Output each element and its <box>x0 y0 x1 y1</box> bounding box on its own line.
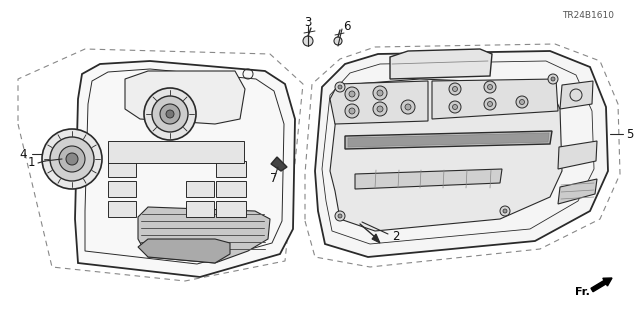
Circle shape <box>152 96 188 132</box>
Circle shape <box>405 104 411 110</box>
Polygon shape <box>108 181 136 197</box>
Text: 6: 6 <box>343 19 351 33</box>
Text: 4: 4 <box>19 147 27 160</box>
Polygon shape <box>216 181 246 197</box>
Circle shape <box>338 85 342 89</box>
Circle shape <box>488 85 493 90</box>
Text: TR24B1610: TR24B1610 <box>562 11 614 19</box>
Polygon shape <box>186 181 214 197</box>
Polygon shape <box>271 157 287 171</box>
Polygon shape <box>18 49 303 281</box>
Text: 3: 3 <box>304 16 312 28</box>
Polygon shape <box>330 81 428 124</box>
Polygon shape <box>372 234 380 243</box>
Polygon shape <box>345 131 552 149</box>
Polygon shape <box>125 71 245 124</box>
Circle shape <box>338 214 342 218</box>
Polygon shape <box>432 79 558 119</box>
Circle shape <box>166 110 174 118</box>
Circle shape <box>548 74 558 84</box>
Circle shape <box>349 91 355 97</box>
Circle shape <box>373 86 387 100</box>
Polygon shape <box>138 207 270 263</box>
Polygon shape <box>355 169 502 189</box>
Circle shape <box>335 82 345 92</box>
Circle shape <box>484 98 496 110</box>
Text: Fr.: Fr. <box>575 287 590 297</box>
Polygon shape <box>330 79 562 231</box>
Circle shape <box>160 104 180 124</box>
Circle shape <box>50 137 94 181</box>
Circle shape <box>377 90 383 96</box>
Circle shape <box>303 36 313 46</box>
Polygon shape <box>558 141 597 169</box>
Circle shape <box>377 106 383 112</box>
FancyArrow shape <box>591 278 612 292</box>
Polygon shape <box>186 201 214 217</box>
Circle shape <box>503 209 507 213</box>
Circle shape <box>59 146 85 172</box>
Text: 7: 7 <box>270 173 278 186</box>
Circle shape <box>401 100 415 114</box>
Circle shape <box>334 37 342 45</box>
Polygon shape <box>348 133 549 147</box>
Circle shape <box>484 81 496 93</box>
Polygon shape <box>560 81 593 109</box>
Circle shape <box>449 101 461 113</box>
Circle shape <box>488 101 493 107</box>
Circle shape <box>345 87 359 101</box>
Polygon shape <box>390 49 492 79</box>
Circle shape <box>516 96 528 108</box>
Polygon shape <box>558 179 597 204</box>
Circle shape <box>335 211 345 221</box>
Text: 1: 1 <box>28 157 35 169</box>
Polygon shape <box>305 44 620 267</box>
Polygon shape <box>108 141 244 163</box>
Polygon shape <box>315 51 608 257</box>
Polygon shape <box>216 201 246 217</box>
Circle shape <box>144 88 196 140</box>
Circle shape <box>373 102 387 116</box>
Circle shape <box>452 105 458 109</box>
Circle shape <box>66 153 78 165</box>
Circle shape <box>500 206 510 216</box>
Polygon shape <box>108 201 136 217</box>
Text: 2: 2 <box>392 229 399 242</box>
Polygon shape <box>138 239 230 263</box>
Polygon shape <box>216 161 246 177</box>
Circle shape <box>551 77 555 81</box>
Circle shape <box>349 108 355 114</box>
Circle shape <box>449 83 461 95</box>
Circle shape <box>520 100 525 105</box>
Text: 5: 5 <box>626 128 634 140</box>
Circle shape <box>42 129 102 189</box>
Circle shape <box>452 86 458 92</box>
Polygon shape <box>75 61 295 277</box>
Circle shape <box>345 104 359 118</box>
Polygon shape <box>108 161 136 177</box>
